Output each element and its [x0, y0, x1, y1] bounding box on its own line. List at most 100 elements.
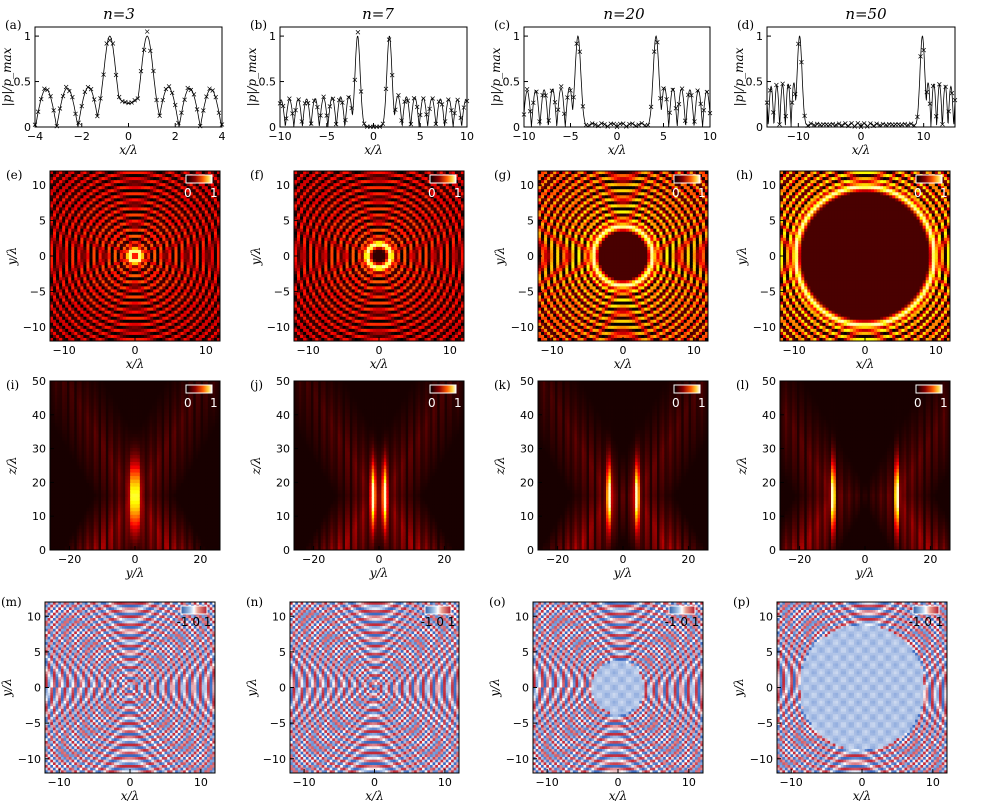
intensity-map-0-cell [111, 277, 115, 281]
intensity-map-1-cell [358, 329, 362, 333]
intensity-map-0-cell [74, 311, 78, 315]
intensity-map-1-cell [367, 198, 371, 202]
intensity-map-0-cell [77, 302, 81, 306]
intensity-map-0-cell [135, 295, 139, 299]
intensity-map-1-cell [297, 320, 301, 324]
intensity-map-0-cell [144, 183, 148, 187]
intensity-map-1-cell [355, 274, 359, 278]
intensity-map-0-cell [196, 250, 200, 254]
intensity-map-1-cell [300, 283, 304, 287]
intensity-map-0-cell [117, 210, 121, 214]
intensity-map-1-cell [309, 308, 313, 312]
intensity-map-0-cell [108, 177, 112, 181]
intensity-map-0-cell [50, 283, 54, 287]
intensity-map-1-cell [330, 332, 334, 336]
intensity-map-0-cell [144, 195, 148, 199]
intensity-map-1-cell [300, 250, 304, 254]
intensity-map-0-cell [187, 244, 191, 248]
intensity-map-0-cell [59, 217, 63, 221]
intensity-map-1-cell [315, 295, 319, 299]
intensity-map-0-cell [132, 250, 136, 254]
intensity-map-0-ytick-label-1: −5 [30, 285, 46, 298]
intensity-map-0-cell [138, 280, 142, 284]
intensity-map-0-cell [190, 253, 194, 257]
intensity-map-1-cell [315, 289, 319, 293]
intensity-map-1-cell [330, 180, 334, 184]
intensity-map-0-cell [114, 262, 118, 266]
intensity-map-0-cell [147, 214, 151, 218]
intensity-map-0-cell [162, 295, 166, 299]
intensity-map-0-cell [129, 283, 133, 287]
intensity-map-1-cell [349, 247, 353, 251]
intensity-map-1-cell [361, 262, 365, 266]
intensity-map-1-cell [327, 214, 331, 218]
intensity-map-0-cell [144, 238, 148, 242]
intensity-map-0-cell [144, 253, 148, 257]
intensity-map-0-cell [56, 204, 60, 208]
intensity-map-1-cell [346, 186, 350, 190]
intensity-map-0-cell [117, 250, 121, 254]
intensity-map-1-cell [352, 329, 356, 333]
intensity-map-0-cell [211, 299, 215, 303]
intensity-map-0-cell [53, 320, 57, 324]
intensity-map-0-cell [205, 250, 209, 254]
intensity-map-1-cell [306, 217, 310, 221]
intensity-map-0-cell [93, 244, 97, 248]
intensity-map-0-cell [129, 247, 133, 251]
intensity-map-1-cell [373, 171, 377, 175]
intensity-map-1-cell [303, 271, 307, 275]
intensity-map-1-cell [337, 189, 341, 193]
intensity-map-0-cell [77, 295, 81, 299]
intensity-map-0-cell [168, 317, 172, 321]
intensity-map-0-cell [126, 326, 130, 330]
intensity-map-0-cell [156, 323, 160, 327]
intensity-map-1-cell [330, 271, 334, 275]
intensity-map-0-cell [162, 183, 166, 187]
intensity-map-0-cell [174, 177, 178, 181]
intensity-map-0-cell [80, 238, 84, 242]
intensity-map-0-cell [138, 220, 142, 224]
intensity-map-0-cell [83, 177, 87, 181]
intensity-map-0-cell [199, 317, 203, 321]
intensity-map-0-cell [202, 238, 206, 242]
intensity-map-0-cell [77, 299, 81, 303]
intensity-map-1-cell [352, 207, 356, 211]
intensity-map-1-cell [352, 192, 356, 196]
intensity-map-0-cell [53, 174, 57, 178]
intensity-map-1-cell [303, 268, 307, 272]
intensity-map-0-cell [62, 214, 66, 218]
intensity-map-0-cell [159, 305, 163, 309]
intensity-map-0-cell [187, 314, 191, 318]
intensity-map-1-cell [343, 186, 347, 190]
intensity-map-1-cell [324, 186, 328, 190]
intensity-map-0-cell [96, 232, 100, 236]
intensity-map-1-cell [312, 235, 316, 239]
intensity-map-0-cell [211, 232, 215, 236]
intensity-map-0-cell [111, 235, 115, 239]
intensity-map-1-cell [324, 277, 328, 281]
intensity-map-0-cell [214, 326, 218, 330]
intensity-map-0-cell [114, 332, 118, 336]
intensity-map-1-cell [349, 256, 353, 260]
intensity-map-0-cell [74, 229, 78, 233]
intensity-map-0-cell [108, 335, 112, 339]
intensity-map-1-cell [321, 177, 325, 181]
intensity-map-0-cell [141, 235, 145, 239]
intensity-map-0-cell [202, 217, 206, 221]
intensity-map-0-cell [126, 274, 130, 278]
intensity-map-0-cell [132, 229, 136, 233]
intensity-map-1-cell [367, 277, 371, 281]
intensity-map-1-cell [321, 262, 325, 266]
intensity-map-0-cell [147, 326, 151, 330]
intensity-map-0-cell [144, 244, 148, 248]
intensity-map-0-cell [105, 253, 109, 257]
intensity-map-0-cell [86, 305, 90, 309]
intensity-map-1-cell [355, 299, 359, 303]
intensity-map-0-cell [74, 195, 78, 199]
intensity-map-0-cell [144, 229, 148, 233]
intensity-map-0-cell [59, 320, 63, 324]
intensity-map-1-cell [324, 274, 328, 278]
intensity-map-0-cell [190, 232, 194, 236]
intensity-map-1-cell [306, 274, 310, 278]
intensity-map-0-cell [211, 223, 215, 227]
